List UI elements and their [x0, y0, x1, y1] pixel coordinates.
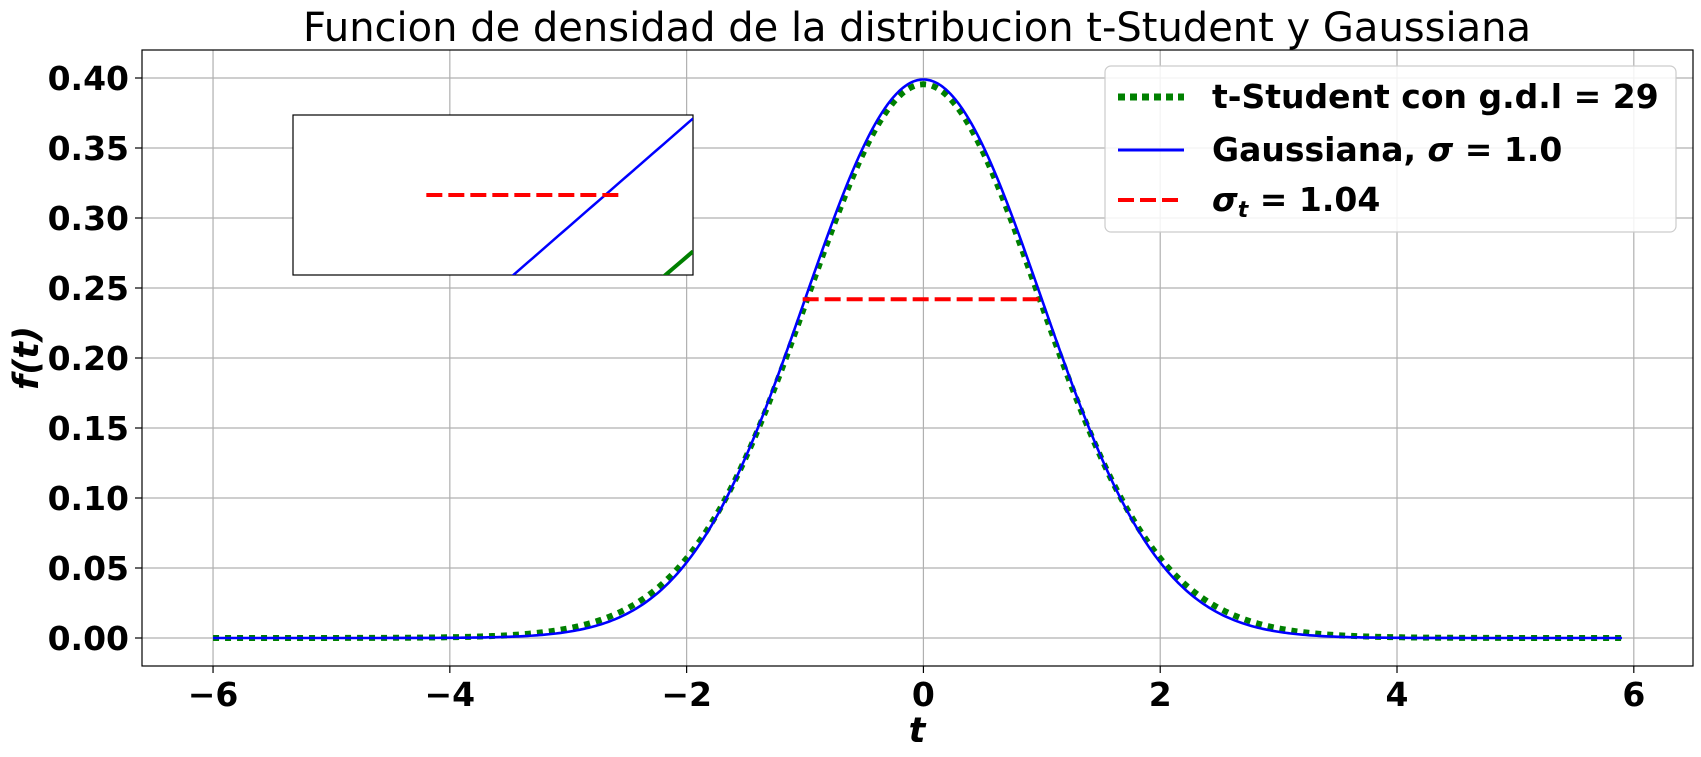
x-tick-label: −2 — [661, 675, 712, 714]
curves — [212, 78, 1623, 641]
x-tick-label: 2 — [1149, 675, 1172, 714]
inset — [292, 114, 694, 276]
y-tick-label: 0.40 — [48, 59, 129, 98]
y-tick-label: 0.10 — [48, 479, 129, 518]
legend-label-tstudent: t-Student con g.d.l = 29 — [1212, 77, 1659, 116]
inset-curves — [426, 117, 693, 275]
y-tick-label: 0.00 — [48, 619, 129, 658]
y-tick-label: 0.20 — [48, 339, 129, 378]
legend-box — [1104, 65, 1677, 233]
inset-tstudent-line — [662, 249, 693, 275]
x-tick-label: 6 — [1622, 675, 1645, 714]
y-tick-label: 0.05 — [48, 549, 129, 588]
y-axis-label: f(t) — [7, 326, 47, 390]
x-tick-label: 4 — [1386, 675, 1409, 714]
x-tick-label: −4 — [425, 675, 476, 714]
legend: t-Student con g.d.l = 29 Gaussiana, σ = … — [1104, 65, 1677, 233]
x-axis-ticks: −6 −4 −2 0 2 4 6 — [188, 666, 1645, 714]
series-gaussian-line — [213, 78, 1622, 640]
legend-label-sigma-t: σt = 1.04 — [1212, 180, 1380, 223]
y-tick-label: 0.35 — [48, 129, 129, 168]
legend-label-gaussian: Gaussiana, σ = 1.0 — [1212, 130, 1562, 169]
x-tick-label: −6 — [188, 675, 239, 714]
y-tick-label: 0.15 — [48, 409, 129, 448]
x-tick-label: 0 — [912, 675, 935, 714]
y-tick-label: 0.30 — [48, 199, 129, 238]
chart-title: Funcion de densidad de la distribucion t… — [303, 5, 1531, 51]
x-axis-label: t — [909, 711, 927, 751]
y-axis-ticks: 0.00 0.05 0.10 0.15 0.20 0.25 0.30 0.35 0.40 — [48, 59, 142, 658]
inset-gaussian-line — [511, 117, 693, 275]
y-tick-label: 0.25 — [48, 269, 129, 308]
